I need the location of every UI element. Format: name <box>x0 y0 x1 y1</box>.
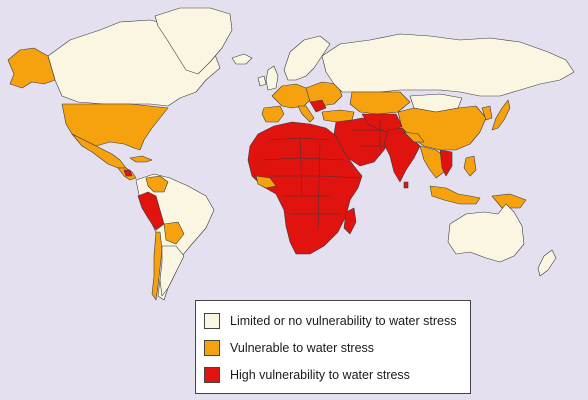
region-west-africa-coast <box>255 175 277 189</box>
region-philippines <box>463 155 477 177</box>
legend-item-limited: Limited or no vulnerability to water str… <box>204 307 462 334</box>
region-japan <box>491 99 511 131</box>
legend-swatch-high <box>204 366 220 383</box>
region-italy <box>297 105 315 123</box>
region-russia <box>321 33 575 97</box>
region-nepal <box>403 131 425 143</box>
legend-swatch-vulnerable <box>204 339 220 356</box>
region-venezuela <box>145 175 169 193</box>
region-ireland <box>257 75 267 87</box>
legend-label-vulnerable: Vulnerable to water stress <box>230 340 375 355</box>
region-korea <box>481 105 493 121</box>
region-usa <box>61 103 169 151</box>
region-vietnam <box>439 149 453 177</box>
region-australia <box>447 203 525 263</box>
legend-swatch-limited <box>204 312 220 329</box>
region-nicaragua <box>123 169 133 177</box>
legend-label-limited: Limited or no vulnerability to water str… <box>230 313 457 328</box>
region-alaska <box>7 47 56 89</box>
region-kazakhstan <box>349 91 411 115</box>
region-bolivia <box>163 221 185 245</box>
asia-internal-borders <box>352 120 386 150</box>
region-uk <box>265 65 279 91</box>
region-iberia <box>261 105 285 123</box>
legend-item-vulnerable: Vulnerable to water stress <box>204 334 462 361</box>
legend-label-high: High vulnerability to water stress <box>230 367 410 382</box>
region-indonesia <box>429 185 481 205</box>
region-argentina <box>159 245 185 297</box>
region-chile <box>151 231 163 301</box>
region-western-europe <box>271 83 313 109</box>
map-legend: Limited or no vulnerability to water str… <box>195 300 471 394</box>
region-mainland-se-asia <box>419 145 447 179</box>
region-new-guinea <box>491 193 527 209</box>
region-sri-lanka <box>403 181 409 189</box>
region-madagascar <box>343 207 357 235</box>
region-new-zealand <box>537 249 557 277</box>
region-caribbean <box>129 155 153 163</box>
region-romania <box>309 99 327 113</box>
region-iceland <box>231 53 253 65</box>
legend-item-high: High vulnerability to water stress <box>204 361 462 388</box>
africa-internal-borders <box>261 137 361 231</box>
region-greenland <box>154 7 233 75</box>
